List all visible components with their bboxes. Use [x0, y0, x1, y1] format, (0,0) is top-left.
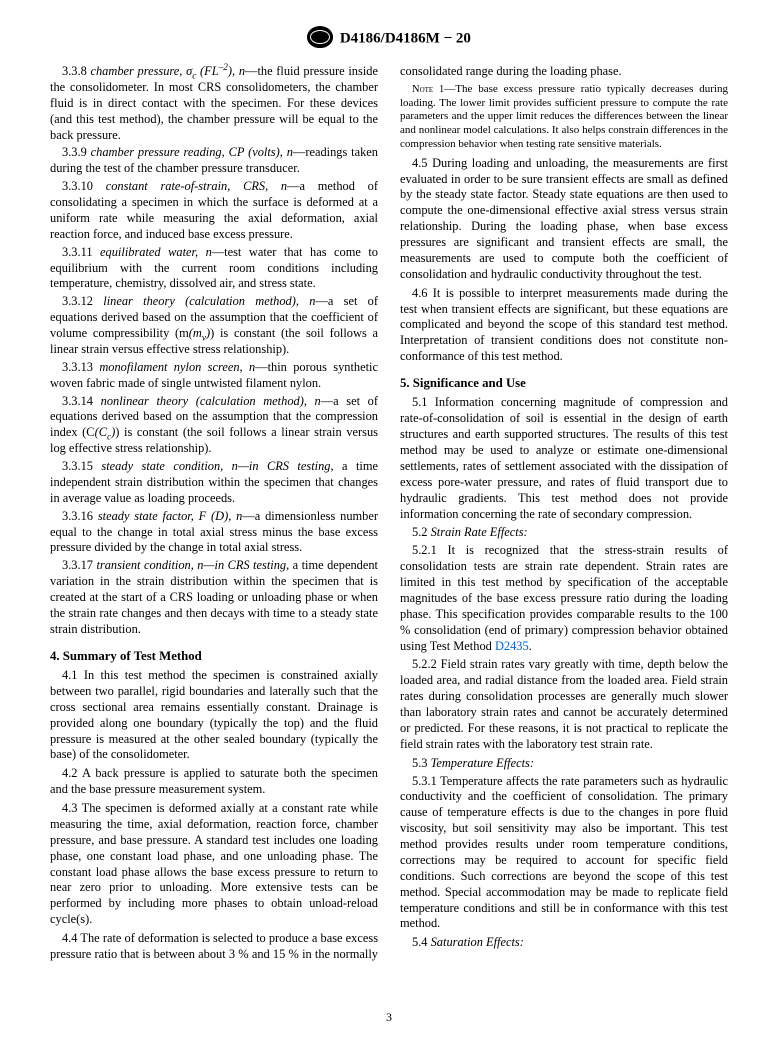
- link-d2435[interactable]: D2435: [495, 639, 529, 653]
- note-1: Note 1—The base excess pressure ratio ty…: [400, 83, 728, 152]
- para-5-3-1: 5.3.1 Temperature affects the rate param…: [400, 774, 728, 933]
- designation: D4186/D4186M − 20: [340, 30, 471, 46]
- section-4-heading: 4. Summary of Test Method: [50, 648, 378, 664]
- def-3-3-17: 3.3.17 transient condition, n—in CRS tes…: [50, 558, 378, 637]
- def-3-3-14: 3.3.14 nonlinear theory (calculation met…: [50, 394, 378, 458]
- def-3-3-10: 3.3.10 constant rate-of-strain, CRS, n—a…: [50, 179, 378, 243]
- para-5-1: 5.1 Information concerning magnitude of …: [400, 395, 728, 522]
- para-5-2-2: 5.2.2 Field strain rates vary greatly wi…: [400, 657, 728, 752]
- def-3-3-11: 3.3.11 equilibrated water, n—test water …: [50, 245, 378, 293]
- para-4-6: 4.6 It is possible to interpret measurem…: [400, 286, 728, 365]
- section-5-heading: 5. Significance and Use: [400, 375, 728, 391]
- def-3-3-9: 3.3.9 chamber pressure reading, CP (volt…: [50, 145, 378, 177]
- page-header: D4186/D4186M − 20: [50, 28, 728, 50]
- para-4-2: 4.2 A back pressure is applied to satura…: [50, 766, 378, 798]
- para-4-3: 4.3 The specimen is deformed axially at …: [50, 801, 378, 928]
- subhead-5-2: 5.2 Strain Rate Effects:: [400, 525, 728, 541]
- para-4-1: 4.1 In this test method the specimen is …: [50, 668, 378, 763]
- subhead-5-4: 5.4 Saturation Effects:: [400, 935, 728, 951]
- def-3-3-16: 3.3.16 steady state factor, F (D), n—a d…: [50, 509, 378, 557]
- def-3-3-12: 3.3.12 linear theory (calculation method…: [50, 294, 378, 358]
- page-number: 3: [50, 1010, 728, 1025]
- para-4-5: 4.5 During loading and unloading, the me…: [400, 156, 728, 283]
- def-3-3-15: 3.3.15 steady state condition, n—in CRS …: [50, 459, 378, 507]
- body-columns: 3.3.8 chamber pressure, σc (FL–2), n—the…: [50, 64, 728, 963]
- subhead-5-3: 5.3 Temperature Effects:: [400, 756, 728, 772]
- def-3-3-8: 3.3.8 chamber pressure, σc (FL–2), n—the…: [50, 64, 378, 143]
- def-3-3-13: 3.3.13 monofilament nylon screen, n—thin…: [50, 360, 378, 392]
- para-5-2-1: 5.2.1 It is recognized that the stress-s…: [400, 543, 728, 654]
- astm-logo-icon: [307, 26, 333, 48]
